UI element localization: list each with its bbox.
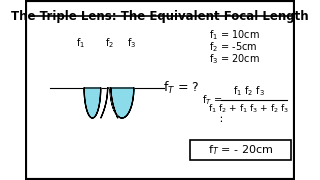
Text: f$_2$ = -5cm: f$_2$ = -5cm bbox=[209, 40, 257, 54]
Text: f$_1$ = 10cm: f$_1$ = 10cm bbox=[209, 28, 260, 42]
Text: f$_1$ f$_2$ + f$_1$ f$_3$ + f$_2$ f$_3$: f$_1$ f$_2$ + f$_1$ f$_3$ + f$_2$ f$_3$ bbox=[208, 103, 289, 115]
Text: f$_T$ =: f$_T$ = bbox=[202, 93, 222, 107]
Text: f$_1$ f$_2$ f$_3$: f$_1$ f$_2$ f$_3$ bbox=[233, 84, 265, 98]
Text: f$_T$ = ?: f$_T$ = ? bbox=[163, 80, 199, 96]
Text: ∶: ∶ bbox=[220, 115, 222, 125]
Polygon shape bbox=[110, 88, 134, 118]
Text: f$_1$: f$_1$ bbox=[76, 36, 85, 50]
Text: f$_3$ = 20cm: f$_3$ = 20cm bbox=[209, 52, 260, 66]
Text: f$_T$ = - 20cm: f$_T$ = - 20cm bbox=[208, 143, 273, 157]
Polygon shape bbox=[84, 88, 101, 118]
Text: The Triple Lens: The Equivalent Focal Length: The Triple Lens: The Equivalent Focal Le… bbox=[11, 10, 309, 23]
Bar bbox=[189, 140, 291, 160]
Text: f$_2$: f$_2$ bbox=[105, 36, 114, 50]
Text: f$_3$: f$_3$ bbox=[127, 36, 137, 50]
Polygon shape bbox=[101, 88, 118, 118]
